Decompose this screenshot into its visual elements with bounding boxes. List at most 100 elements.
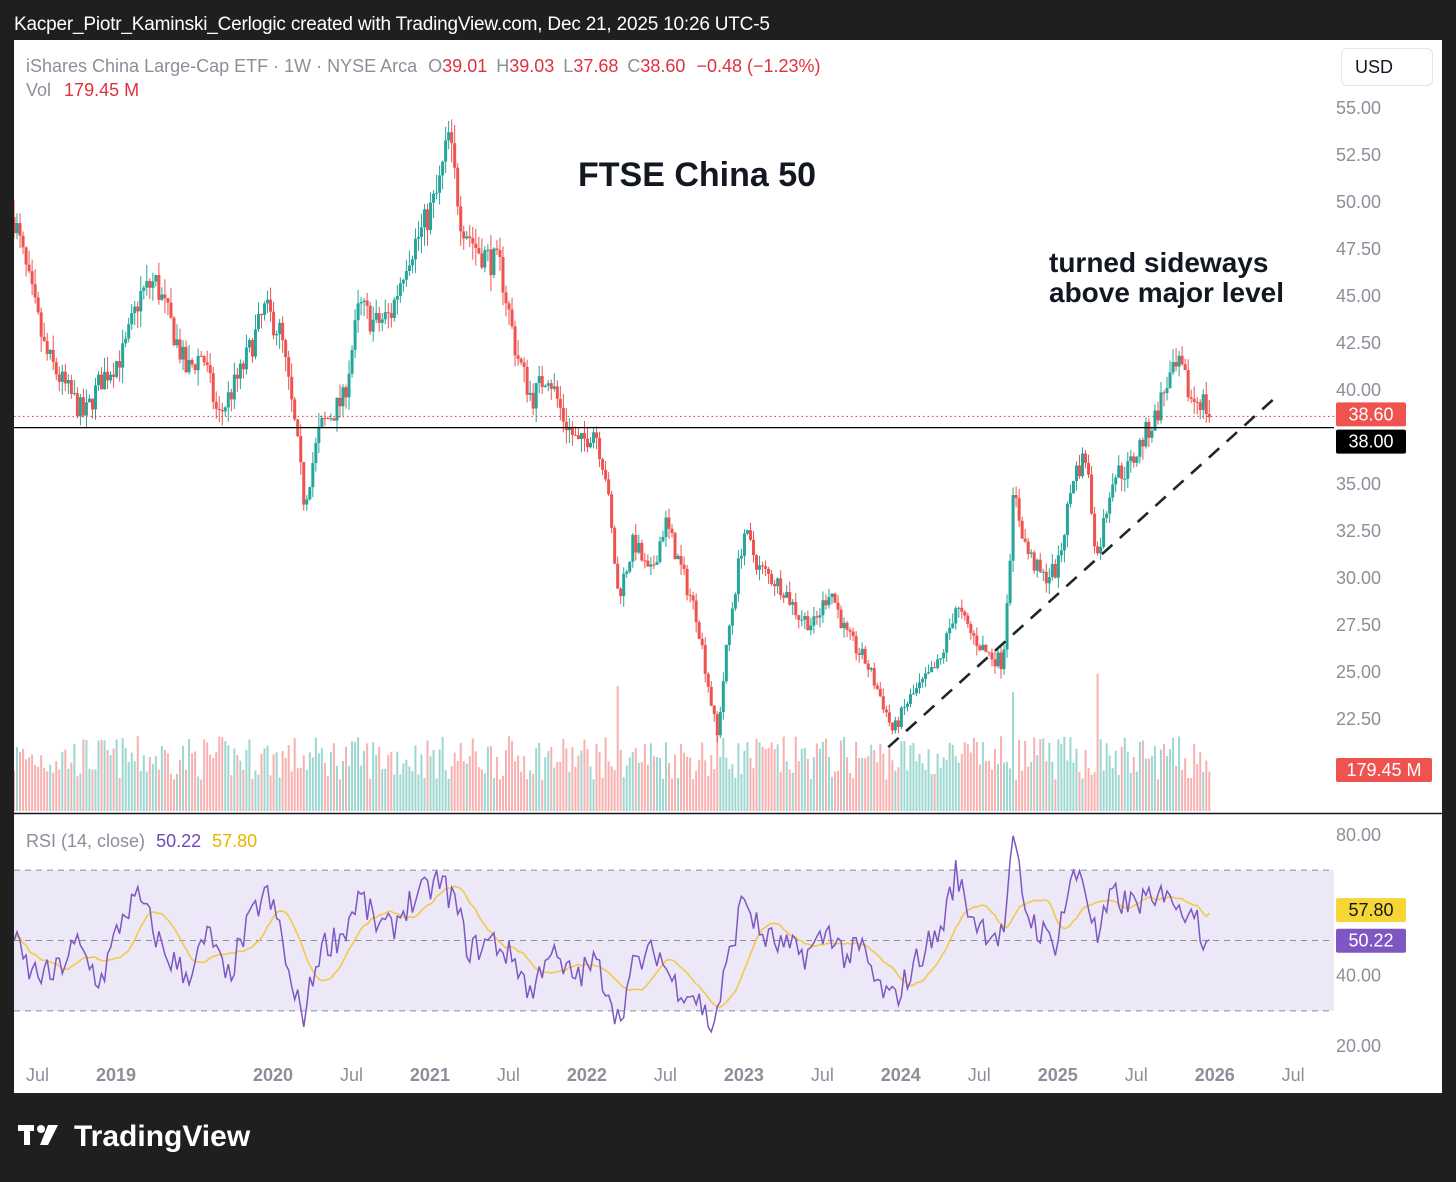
- volume-bar: [1021, 770, 1024, 811]
- candle-body: [15, 223, 19, 234]
- volume-bar: [830, 776, 833, 811]
- candle-body: [1183, 364, 1187, 371]
- candle-body: [136, 306, 140, 312]
- candle-body: [552, 386, 556, 389]
- candle-body: [1111, 484, 1115, 498]
- header-caption: Kacper_Piotr_Kaminski_Cerlogic created w…: [14, 14, 770, 35]
- candle-body: [317, 426, 321, 443]
- candle-body: [866, 663, 870, 670]
- candle-body: [981, 644, 985, 651]
- rsi-tick-label: 80.00: [1336, 825, 1381, 845]
- volume-bar: [100, 739, 103, 811]
- volume-bar: [704, 760, 707, 811]
- volume-bar: [1009, 768, 1012, 811]
- candle-body: [383, 312, 387, 320]
- candle-body: [649, 564, 653, 567]
- volume-bar: [1072, 762, 1075, 811]
- volume-bar: [179, 759, 182, 811]
- volume-bar: [435, 778, 438, 811]
- volume-bar: [1196, 764, 1199, 811]
- volume-bar: [568, 771, 571, 811]
- volume-bar: [46, 771, 49, 811]
- volume-bar: [879, 743, 882, 811]
- volume-bar: [517, 755, 520, 811]
- candle-body: [1014, 495, 1018, 499]
- candle-body: [1156, 410, 1160, 421]
- volume-bar: [387, 754, 390, 811]
- candle-body: [1077, 465, 1081, 477]
- volume-bar: [852, 778, 855, 811]
- volume-bar: [945, 759, 948, 811]
- candle-body: [658, 541, 662, 562]
- candle-body: [815, 616, 819, 618]
- volume-bar: [326, 776, 329, 811]
- volume-bar: [420, 754, 423, 811]
- volume-bar: [441, 736, 444, 811]
- candle-body: [368, 305, 372, 332]
- volume-bar: [462, 761, 465, 811]
- candle-body: [761, 565, 765, 567]
- candle-body: [214, 401, 218, 409]
- volume-bar: [317, 753, 320, 811]
- candle-body: [121, 343, 125, 368]
- candle-body: [332, 418, 336, 421]
- volume-bar: [571, 747, 574, 811]
- candle-body: [803, 616, 807, 620]
- volume-bar: [595, 743, 598, 811]
- volume-bar: [514, 761, 517, 811]
- volume-bar: [1039, 739, 1042, 811]
- volume-bar: [236, 755, 239, 811]
- volume-bar: [773, 749, 776, 811]
- candle-body: [175, 339, 179, 346]
- volume-bar: [601, 777, 604, 811]
- rsi-ma-value: 57.80: [212, 831, 258, 851]
- candle-body: [993, 659, 997, 667]
- candle-body: [407, 265, 411, 272]
- volume-bar: [37, 766, 40, 811]
- candle-body: [30, 271, 34, 285]
- candle-body: [712, 705, 716, 715]
- volume-bar: [375, 755, 378, 811]
- candle-body: [966, 615, 970, 625]
- volume-bar: [652, 756, 655, 811]
- volume-bar: [631, 752, 634, 811]
- volume-bar: [64, 749, 67, 811]
- volume-bar: [797, 761, 800, 811]
- chart-panel[interactable]: 22.50 25.00 27.50 30.00 32.50 35.00 40.00 42.50…: [14, 40, 1442, 1093]
- candle-body: [419, 227, 423, 237]
- chart-canvas[interactable]: 22.50 25.00 27.50 30.00 32.50 35.00 40.00 42.50…: [14, 40, 1442, 1093]
- volume-bar: [1208, 771, 1211, 811]
- volume-bar: [1129, 772, 1132, 811]
- volume-bar: [1054, 779, 1057, 811]
- candle-body: [960, 607, 964, 612]
- volume-bar: [849, 773, 852, 811]
- candle-body: [410, 259, 414, 266]
- candle-body: [278, 322, 282, 335]
- volume-bar: [722, 737, 725, 811]
- volume-bar: [583, 739, 586, 811]
- candle-body: [284, 340, 288, 358]
- currency-button[interactable]: USD: [1341, 48, 1433, 86]
- candle-body: [703, 645, 707, 674]
- volume-bar: [348, 765, 351, 811]
- volume-bar: [338, 779, 341, 811]
- volume-bar: [1075, 748, 1078, 811]
- volume-bar: [746, 742, 749, 811]
- candle-body: [619, 588, 623, 597]
- candle-body: [377, 313, 381, 323]
- volume-bar: [426, 740, 429, 811]
- volume-bar: [329, 751, 332, 811]
- candle-body: [694, 600, 698, 623]
- ohlc-high-value: 39.03: [509, 56, 555, 76]
- candle-body: [800, 619, 804, 621]
- volume-tag: 179.45 M: [1346, 760, 1421, 780]
- candle-body: [573, 434, 577, 436]
- volume-bar: [25, 759, 28, 811]
- candle-body: [773, 584, 777, 587]
- candle-body: [392, 299, 396, 318]
- candle-body: [217, 408, 221, 410]
- volume-bar: [1111, 767, 1114, 811]
- candle-body: [733, 594, 737, 609]
- candle-body: [1059, 550, 1063, 556]
- candle-body: [601, 459, 605, 470]
